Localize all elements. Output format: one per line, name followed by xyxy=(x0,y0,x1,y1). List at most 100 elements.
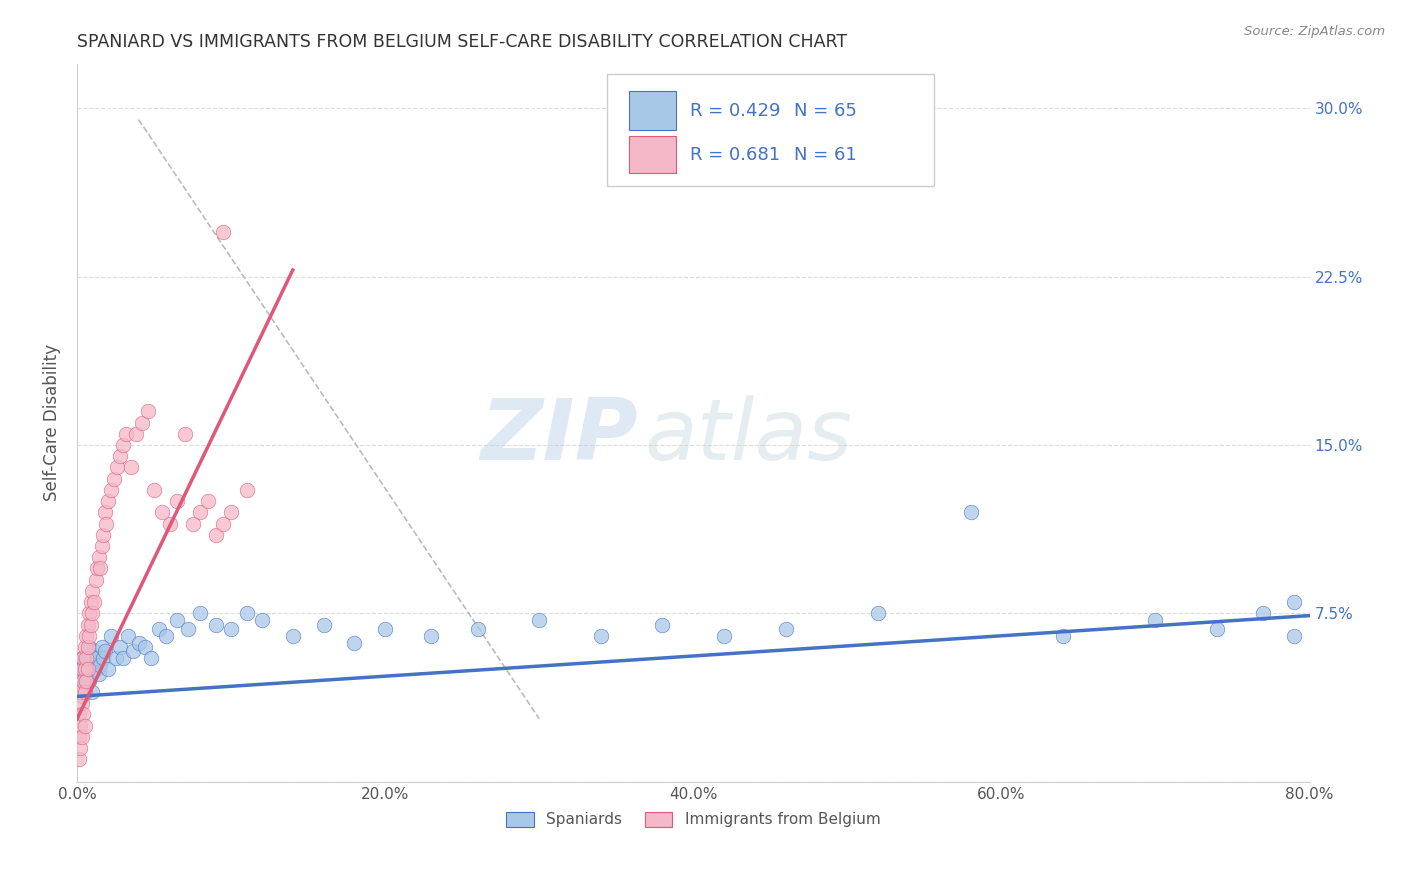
Point xyxy=(219,622,242,636)
Point xyxy=(1144,613,1167,627)
Point xyxy=(96,516,118,531)
Point xyxy=(117,629,139,643)
Point xyxy=(84,663,107,677)
Point xyxy=(77,644,100,658)
Point xyxy=(69,685,91,699)
Point xyxy=(110,449,132,463)
Point xyxy=(1206,622,1229,636)
Text: atlas: atlas xyxy=(644,395,852,478)
Point xyxy=(83,644,105,658)
Point xyxy=(651,617,673,632)
Point xyxy=(97,494,120,508)
Point xyxy=(89,561,111,575)
Point xyxy=(70,696,93,710)
Text: N = 61: N = 61 xyxy=(794,145,858,164)
Y-axis label: Self-Care Disability: Self-Care Disability xyxy=(44,344,60,501)
Point xyxy=(75,629,97,643)
Point xyxy=(343,635,366,649)
Point xyxy=(1253,607,1275,621)
Point xyxy=(67,752,90,766)
Point xyxy=(70,690,93,704)
Point xyxy=(75,651,97,665)
Point xyxy=(212,225,235,239)
Point xyxy=(75,673,97,688)
Point xyxy=(80,617,103,632)
Point xyxy=(112,438,135,452)
Point xyxy=(131,416,153,430)
Point xyxy=(136,404,159,418)
Point xyxy=(82,607,104,621)
Point xyxy=(67,685,90,699)
Point xyxy=(84,573,107,587)
Point xyxy=(91,651,114,665)
Point xyxy=(103,472,125,486)
Point xyxy=(159,516,181,531)
Point xyxy=(77,640,100,654)
Point xyxy=(77,663,100,677)
Point xyxy=(86,651,108,665)
Point xyxy=(143,483,166,497)
Point xyxy=(235,607,257,621)
Text: ZIP: ZIP xyxy=(481,395,638,478)
Point xyxy=(166,494,188,508)
Point xyxy=(89,657,111,672)
Text: N = 65: N = 65 xyxy=(794,102,858,120)
Legend: Spaniards, Immigrants from Belgium: Spaniards, Immigrants from Belgium xyxy=(499,805,889,835)
Point xyxy=(97,663,120,677)
Point xyxy=(69,673,91,688)
Point xyxy=(775,622,797,636)
Point xyxy=(67,707,90,722)
Point xyxy=(79,640,101,654)
Point xyxy=(212,516,235,531)
Point xyxy=(104,651,127,665)
Point xyxy=(94,505,117,519)
Point xyxy=(868,607,890,621)
Point xyxy=(589,629,612,643)
Point xyxy=(124,426,146,441)
Point xyxy=(139,651,162,665)
Point xyxy=(150,505,173,519)
Point xyxy=(83,595,105,609)
Point xyxy=(79,607,101,621)
Point xyxy=(73,640,96,654)
Point xyxy=(73,663,96,677)
Point xyxy=(67,730,90,744)
Point xyxy=(134,640,156,654)
Point xyxy=(181,516,204,531)
Point xyxy=(128,635,150,649)
Point xyxy=(155,629,177,643)
Point xyxy=(69,741,91,756)
Point xyxy=(281,629,304,643)
Text: R = 0.681: R = 0.681 xyxy=(689,145,780,164)
Point xyxy=(148,622,170,636)
FancyBboxPatch shape xyxy=(630,91,676,130)
Point xyxy=(250,613,273,627)
Point xyxy=(70,663,93,677)
Point xyxy=(235,483,257,497)
Point xyxy=(188,505,211,519)
Point xyxy=(79,629,101,643)
Point xyxy=(77,663,100,677)
Point xyxy=(121,644,143,658)
FancyBboxPatch shape xyxy=(607,74,934,186)
Point xyxy=(82,583,104,598)
Point xyxy=(91,528,114,542)
Point xyxy=(82,685,104,699)
Point xyxy=(90,539,112,553)
Point xyxy=(87,667,110,681)
Point xyxy=(312,617,335,632)
Point xyxy=(80,595,103,609)
Point xyxy=(77,617,100,632)
Point xyxy=(87,550,110,565)
Point xyxy=(73,685,96,699)
Point xyxy=(69,663,91,677)
Point xyxy=(70,730,93,744)
Point xyxy=(69,718,91,732)
Point xyxy=(115,426,138,441)
Point xyxy=(1282,595,1305,609)
Point xyxy=(75,657,97,672)
Point xyxy=(73,651,96,665)
Point xyxy=(94,644,117,658)
Point xyxy=(110,640,132,654)
Point xyxy=(86,561,108,575)
